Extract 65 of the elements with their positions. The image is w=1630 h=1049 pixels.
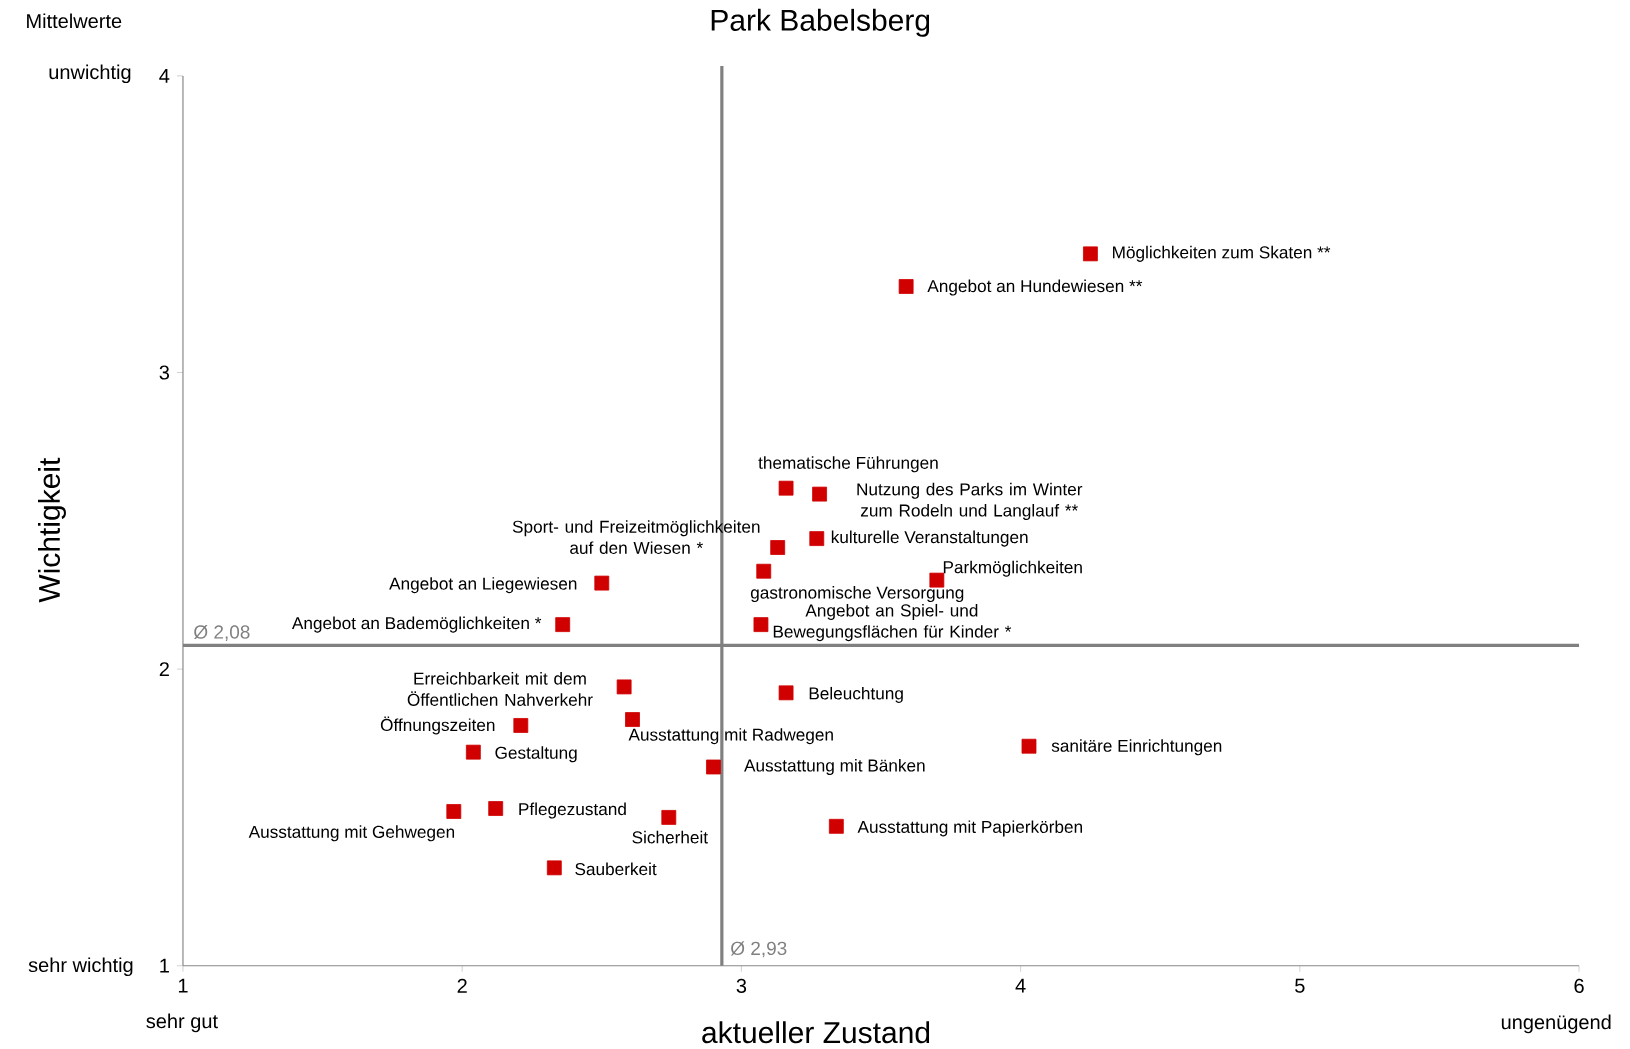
point (753, 617, 769, 633)
annotation: Beleuchtung (809, 686, 903, 703)
annotation: Gestaltung (495, 746, 577, 763)
annotation: kulturelle Veranstaltungen (831, 530, 1028, 547)
chart-title: Park Babelsberg (711, 8, 930, 37)
annotation: gastronomische Versorgung (750, 586, 964, 603)
annotation: Ausstattung mit Radwegen (628, 728, 833, 745)
annotation: Angebot an Liegewiesen (389, 577, 577, 594)
annotation: Erreichbarkeit mit dem Öffentlichen Nahverkehr (407, 672, 593, 706)
point (555, 617, 571, 633)
text: sehr gut (146, 1013, 218, 1033)
annotation: Öffnungszeiten (380, 716, 495, 735)
x-tick-label: 4 (1015, 978, 1026, 993)
annotation: sanitäre Einrichtungen (1051, 739, 1222, 756)
x-tick-label: 6 (1574, 978, 1584, 993)
ref-line-label: Ø 2,08 (194, 624, 250, 641)
y-tick-label: 1 (160, 958, 169, 973)
point (546, 860, 562, 876)
x-tick-label: 5 (1295, 978, 1305, 993)
point (446, 804, 462, 819)
annotation: thematische Führungen (758, 456, 938, 473)
annotation: Nutzung des Parks im Winter zum Rodeln und Langlauf ** (857, 482, 1083, 521)
y-tick-label: 3 (159, 365, 170, 380)
x-tick-label: 1 (178, 978, 188, 993)
annotation: Angebot an Hundewiesen ** (927, 279, 1143, 296)
point (809, 531, 825, 546)
point (812, 486, 827, 502)
annotation: Ausstattung mit Papierkörben (857, 820, 1082, 837)
y-axis-title: Wichtigkeit (38, 457, 66, 603)
annotation: Ausstattung mit Gehwegen (248, 825, 455, 842)
point (706, 759, 721, 775)
annotation: Pflegezustand (519, 802, 626, 819)
point (1083, 246, 1098, 262)
y-tick-label: 4 (159, 69, 170, 83)
point (1021, 738, 1037, 754)
annotation: Angebot an Spiel- und Bewegungsflächen für Kinder * (773, 603, 1012, 642)
x-tick-label: 2 (457, 978, 467, 993)
annotation: Sicherheit (632, 830, 708, 844)
text: sehr wichtig (28, 957, 133, 977)
annotation: Angebot an Bademöglichkeiten * (291, 616, 542, 633)
point (661, 810, 677, 825)
ref-line-label: Ø 2,93 (730, 941, 787, 958)
annotation: Sport- und Freizeitmöglichkeiten auf den Wiesen * (512, 520, 760, 555)
point (513, 718, 529, 733)
point (594, 575, 610, 591)
point (488, 801, 504, 816)
annotation: Möglichkeiten zum Skaten ** (1113, 245, 1331, 262)
y-tick-label: 2 (159, 662, 169, 677)
x-axis-title: aktueller Zustand (702, 1021, 930, 1044)
point (625, 712, 640, 727)
x-tick-label: 3 (736, 978, 747, 993)
point (616, 679, 632, 695)
point (465, 744, 481, 760)
point (756, 563, 772, 579)
text: unwichtig (49, 64, 131, 84)
text: ungenügend (1501, 1014, 1611, 1034)
point (828, 818, 844, 834)
point (770, 540, 786, 555)
annotation: Parkmöglichkeiten (943, 560, 1082, 577)
point (778, 685, 794, 701)
annotation: Ausstattung mit Bänken (744, 758, 925, 776)
point (898, 279, 914, 294)
annotation: Sauberkeit (575, 862, 657, 876)
text: Mittelwerte (27, 13, 122, 29)
point (778, 480, 794, 496)
